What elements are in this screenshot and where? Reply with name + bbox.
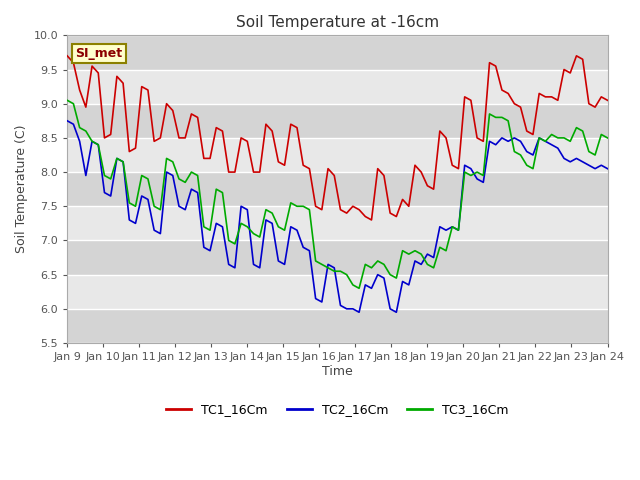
Bar [67, 275, 607, 309]
Bar [67, 138, 607, 172]
Bar [67, 36, 607, 70]
Title: Soil Temperature at -16cm: Soil Temperature at -16cm [236, 15, 439, 30]
Text: SI_met: SI_met [76, 47, 122, 60]
Bar [67, 104, 607, 138]
Bar [67, 309, 607, 343]
Bar [67, 240, 607, 275]
Bar [67, 206, 607, 240]
Bar [67, 172, 607, 206]
Legend: TC1_16Cm, TC2_16Cm, TC3_16Cm: TC1_16Cm, TC2_16Cm, TC3_16Cm [161, 398, 513, 421]
Y-axis label: Soil Temperature (C): Soil Temperature (C) [15, 125, 28, 253]
Bar [67, 70, 607, 104]
X-axis label: Time: Time [322, 365, 353, 378]
